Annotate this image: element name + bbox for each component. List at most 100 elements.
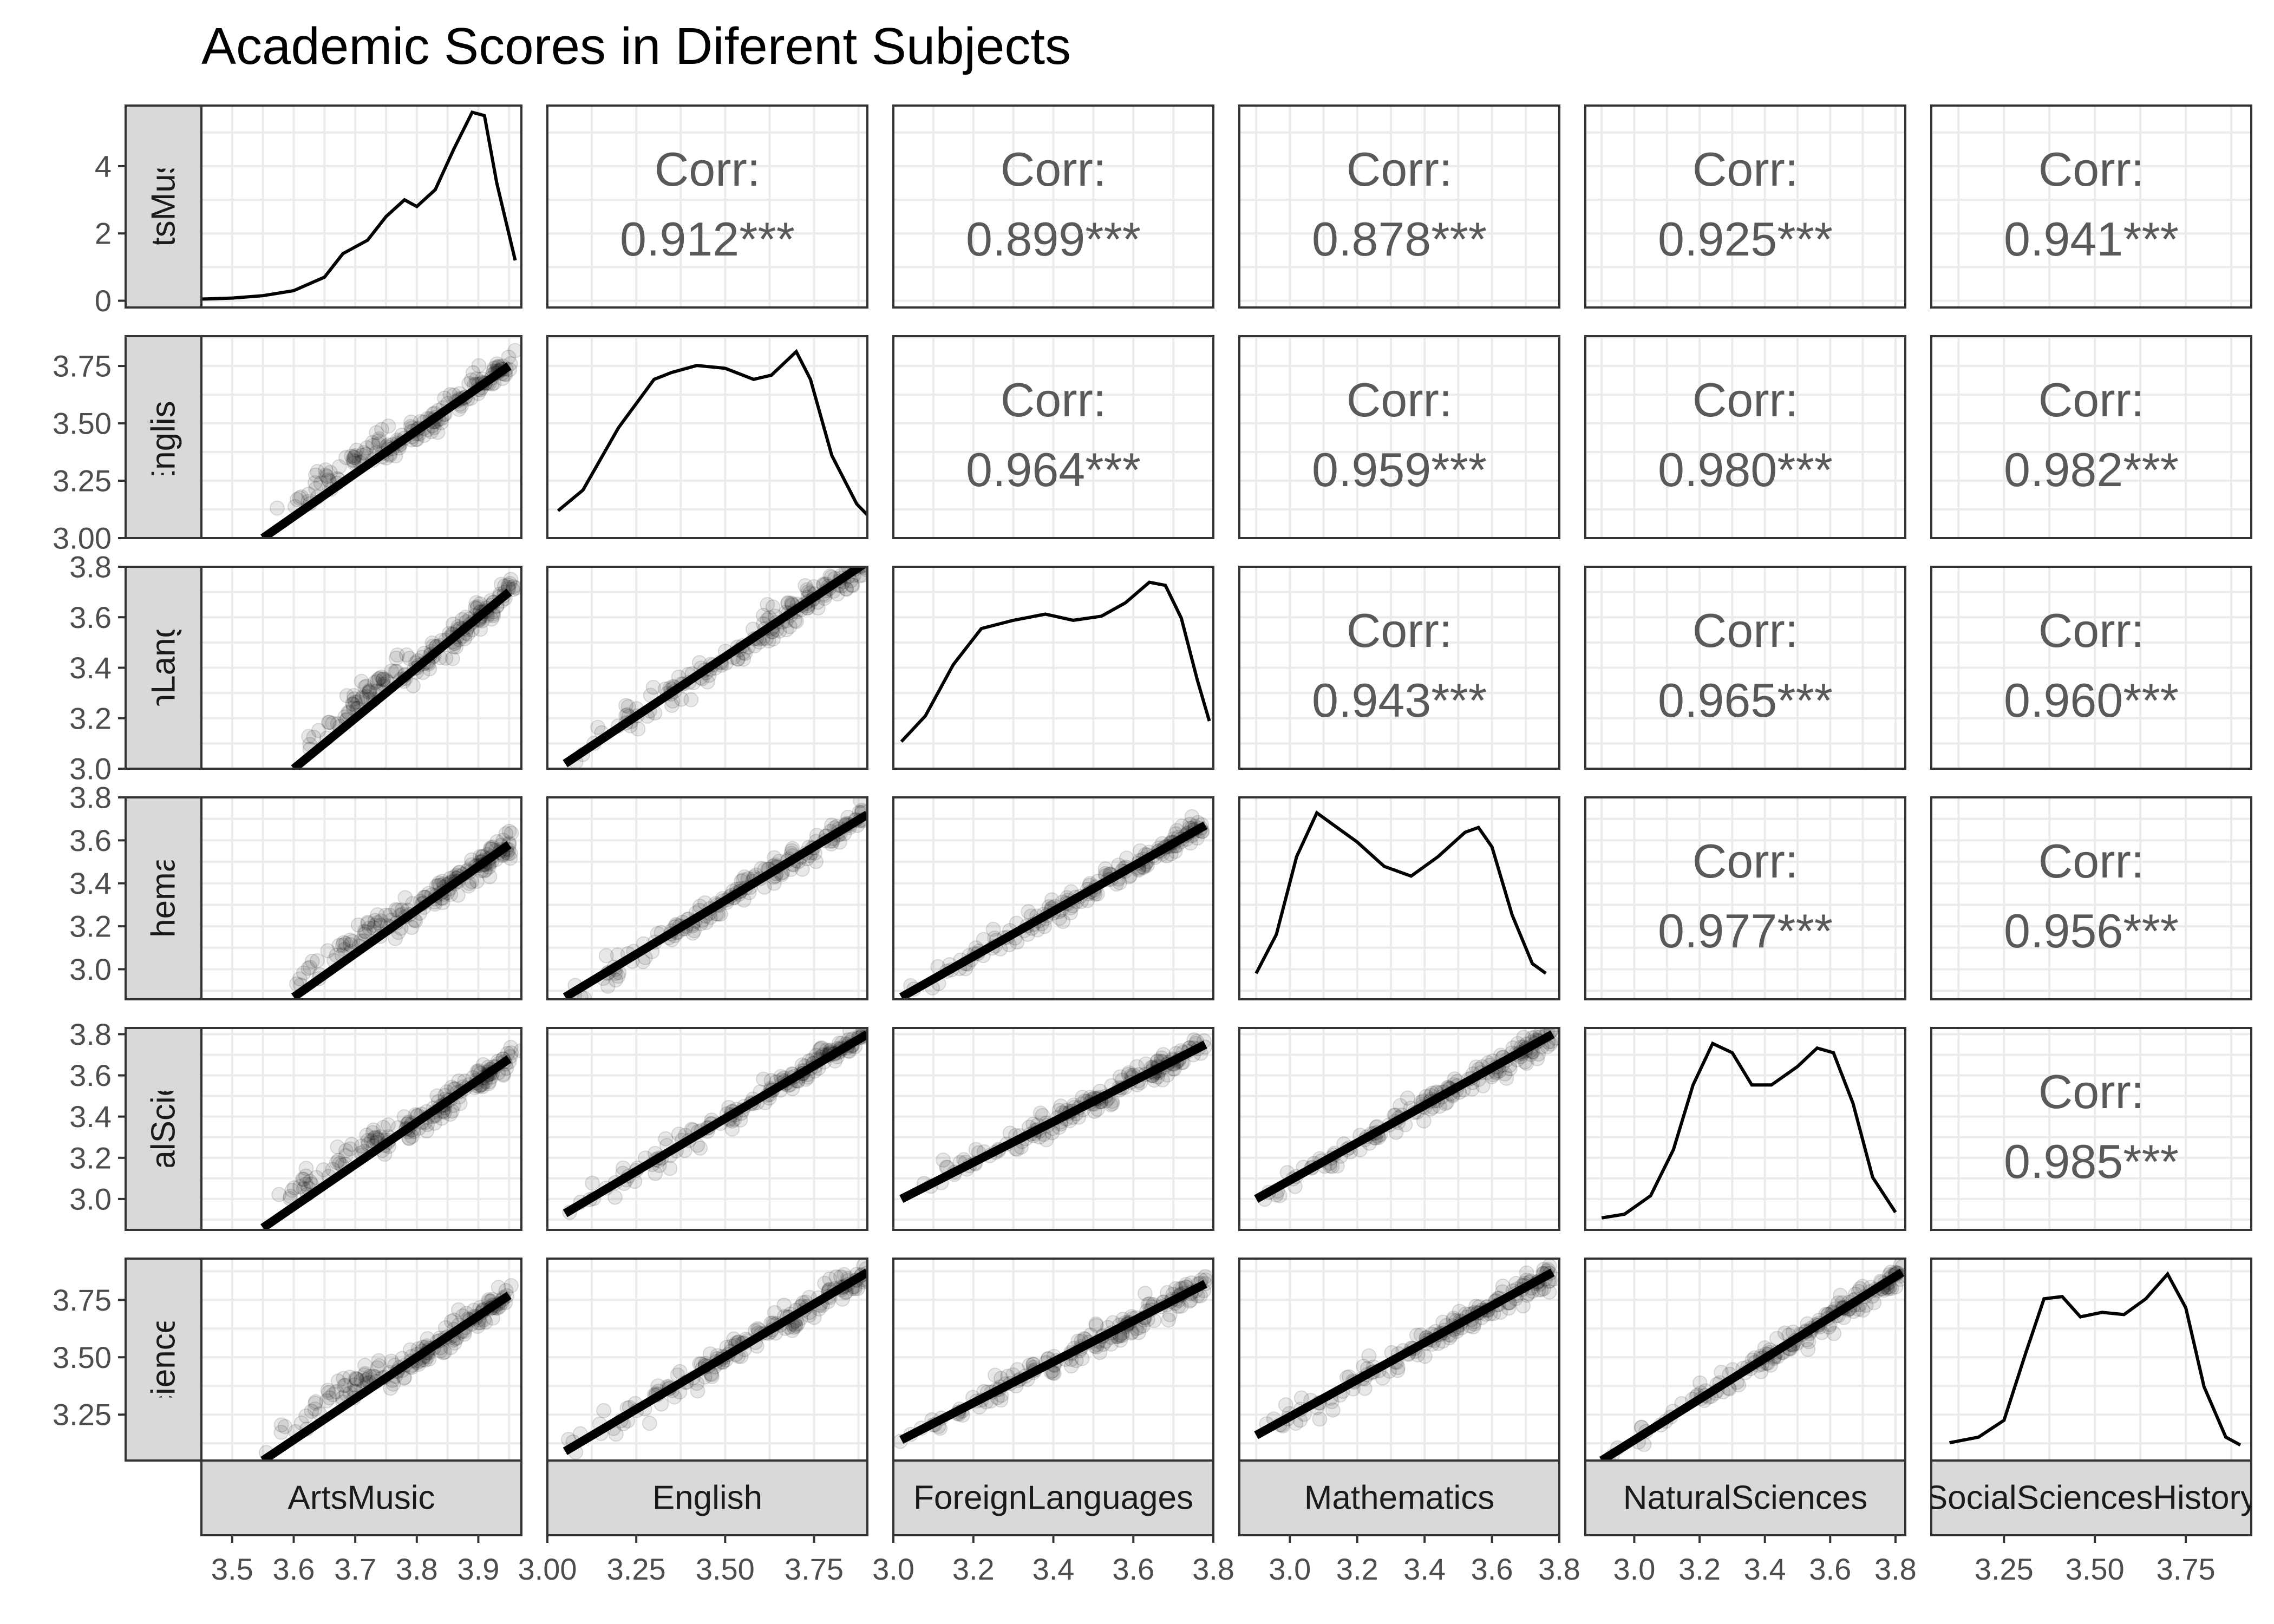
x-tick-label: 3.8 bbox=[1874, 1552, 1917, 1586]
panel-marks bbox=[900, 580, 1211, 743]
corr-value: 0.960*** bbox=[2004, 673, 2179, 727]
scatter-point bbox=[316, 1162, 331, 1177]
x-tick-label: 3.4 bbox=[1744, 1552, 1786, 1586]
scatter-point bbox=[502, 850, 518, 866]
scatter-point bbox=[808, 854, 824, 869]
fit-line bbox=[563, 567, 867, 768]
panel-border bbox=[1584, 796, 1906, 1000]
panel-2-5: Corr: 0.960*** bbox=[1930, 566, 2252, 770]
corr-value: 0.959*** bbox=[1312, 443, 1487, 496]
scatter-point bbox=[354, 448, 370, 463]
scatter-point bbox=[450, 887, 466, 903]
scatter-point bbox=[1097, 861, 1113, 877]
scatter-point bbox=[504, 826, 519, 841]
x-tick-label: 3.2 bbox=[1678, 1552, 1721, 1586]
scatter-point bbox=[362, 683, 377, 698]
panel-background bbox=[201, 797, 521, 999]
scatter-point bbox=[344, 1137, 360, 1152]
scatter-point bbox=[598, 948, 614, 964]
scatter-point bbox=[336, 935, 351, 951]
scatter-point bbox=[301, 729, 317, 744]
scatter-point bbox=[724, 1121, 740, 1137]
scatter-point bbox=[360, 1132, 376, 1148]
panel-4-1 bbox=[546, 1027, 868, 1231]
scatter-point bbox=[383, 663, 399, 679]
scatter-point bbox=[308, 475, 323, 490]
x-tick-label: 3.7 bbox=[334, 1552, 376, 1586]
corr-value: 0.982*** bbox=[2004, 443, 2179, 496]
panel-background bbox=[1585, 797, 1905, 999]
scatter-point bbox=[857, 567, 863, 568]
panel-marks bbox=[260, 1039, 521, 1230]
scatter-point bbox=[361, 684, 377, 700]
panel-5-0 bbox=[200, 1258, 522, 1462]
corr-label: Corr: bbox=[1347, 373, 1453, 427]
scatter-point bbox=[360, 916, 376, 931]
corr-label: Corr: bbox=[1001, 373, 1107, 427]
x-tick-label: 3.0 bbox=[872, 1552, 914, 1586]
scatter-point bbox=[389, 647, 405, 663]
corr-label: Corr: bbox=[1693, 142, 1799, 196]
panel-border bbox=[1930, 566, 2252, 770]
scatter-point bbox=[363, 1133, 379, 1149]
panel-1-1 bbox=[546, 335, 868, 539]
y-tick-label: 0 bbox=[95, 284, 112, 318]
scatter-point bbox=[389, 664, 404, 679]
scatter-point bbox=[427, 1115, 442, 1131]
scatter-point bbox=[765, 631, 781, 647]
panel-4-4 bbox=[1584, 1027, 1906, 1231]
scatter-point bbox=[331, 1152, 347, 1168]
scatter-point bbox=[618, 698, 633, 713]
panel-1-3: Corr: 0.959*** bbox=[1238, 335, 1560, 539]
scatter-point bbox=[402, 651, 417, 666]
panel-marks bbox=[899, 809, 1210, 999]
scatter-point bbox=[367, 1130, 382, 1146]
panel-background bbox=[1585, 106, 1905, 307]
scatter-point bbox=[495, 1068, 511, 1083]
panel-5-2 bbox=[892, 1258, 1214, 1462]
scatter-point bbox=[292, 971, 308, 987]
scatter-point bbox=[403, 414, 419, 430]
scatter-point bbox=[839, 581, 854, 597]
panel-background bbox=[1931, 1259, 2251, 1461]
panel-border bbox=[1930, 335, 2252, 539]
scatter-point bbox=[371, 671, 387, 686]
scatter-point bbox=[437, 390, 453, 406]
panel-marks bbox=[1254, 810, 1547, 975]
scatter-point bbox=[642, 1416, 657, 1431]
scatter-point bbox=[323, 464, 338, 480]
scatter-point bbox=[362, 684, 378, 699]
row-label-social-sciences-history: SocialSciencesHistory bbox=[145, 1194, 182, 1525]
y-tick-label: 3.25 bbox=[53, 464, 112, 498]
panel-border bbox=[546, 796, 868, 1000]
scatter-point bbox=[269, 500, 285, 516]
scatter-point bbox=[346, 449, 362, 465]
y-tick-label: 3.75 bbox=[53, 1283, 112, 1317]
y-tick-label: 3.2 bbox=[69, 1141, 112, 1175]
scatter-point bbox=[318, 467, 334, 483]
panel-marks bbox=[563, 567, 867, 769]
scatter-point bbox=[501, 823, 517, 839]
column-label-english: English bbox=[652, 1479, 762, 1517]
scatter-point bbox=[310, 464, 325, 479]
scatter-point bbox=[465, 365, 481, 381]
x-tick-label: 3.0 bbox=[1613, 1552, 1656, 1586]
scatter-point bbox=[273, 1424, 289, 1440]
scatter-point bbox=[782, 619, 798, 634]
scatter-point bbox=[358, 678, 374, 694]
scatter-point bbox=[406, 678, 421, 693]
scatter-point bbox=[292, 1179, 308, 1194]
corr-value: 0.943*** bbox=[1312, 673, 1487, 727]
scatter-point bbox=[331, 938, 347, 953]
scatter-point bbox=[504, 1045, 519, 1061]
scatter-point bbox=[339, 688, 355, 704]
scatter-point bbox=[286, 1180, 302, 1196]
scatter-point bbox=[446, 617, 461, 632]
scatter-point bbox=[600, 978, 616, 994]
scatter-point bbox=[313, 475, 329, 491]
scatter-point bbox=[674, 691, 689, 707]
scatter-point bbox=[396, 1109, 412, 1124]
corr-label: Corr: bbox=[2038, 834, 2145, 888]
scatter-point bbox=[585, 1175, 600, 1191]
